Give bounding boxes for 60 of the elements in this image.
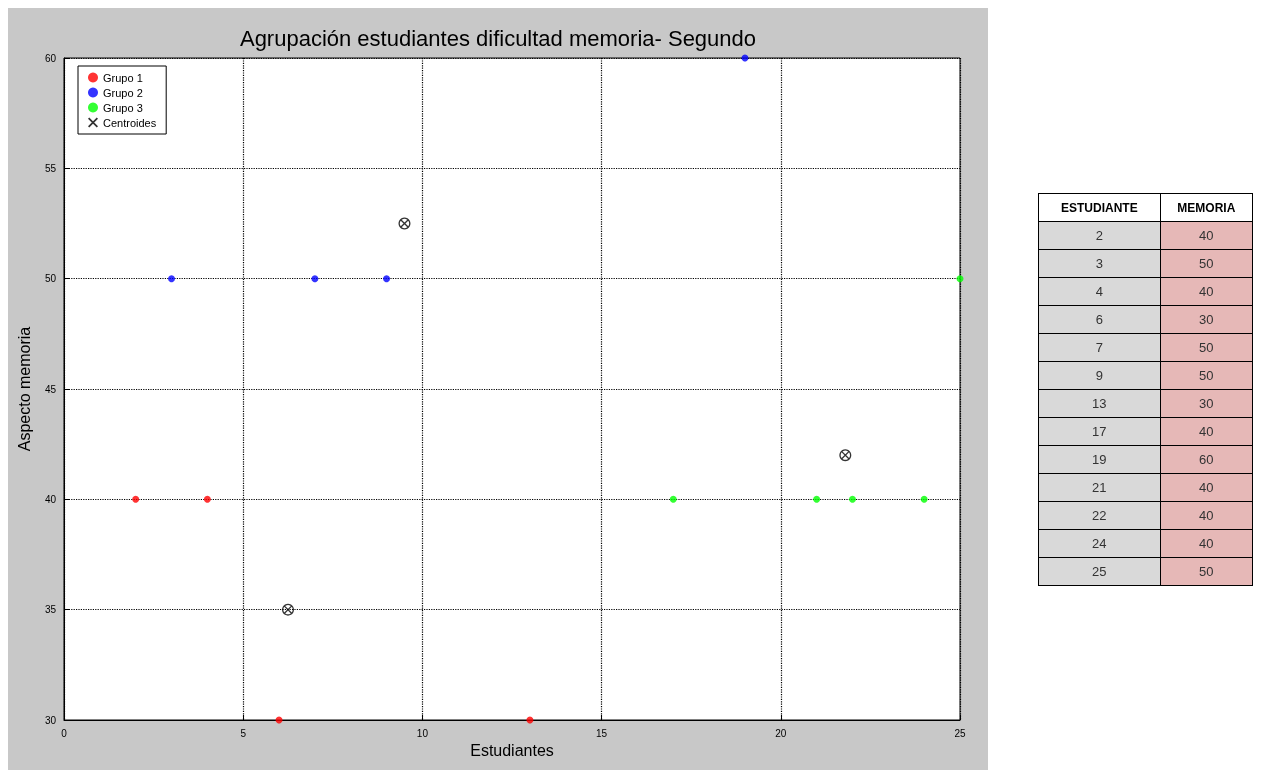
text: 13 xyxy=(1038,389,1161,418)
legend-label: Grupo 3 xyxy=(103,101,143,114)
text: 40 xyxy=(1160,473,1253,502)
x-tick-label: 20 xyxy=(775,727,787,739)
text: ESTUDIANTE xyxy=(1038,193,1161,222)
text: 40 xyxy=(1160,501,1253,530)
text: 60 xyxy=(1160,445,1253,474)
text: 2 xyxy=(1038,221,1161,250)
y-tick-label: 55 xyxy=(44,162,57,174)
text: 50 xyxy=(1160,361,1253,390)
legend-label: Grupo 2 xyxy=(103,86,143,99)
text: 19 xyxy=(1038,445,1161,474)
x-tick-label: 25 xyxy=(954,727,966,739)
point xyxy=(839,449,852,462)
point xyxy=(956,275,964,283)
y-tick-label: 45 xyxy=(44,383,57,395)
y-tick-label: 50 xyxy=(44,273,57,285)
point xyxy=(813,495,821,503)
point xyxy=(383,275,391,283)
chart-title: Agrupación estudiantes dificultad memoria- Segundo xyxy=(239,25,757,51)
legend-label: Grupo 1 xyxy=(103,71,143,84)
text: MEMORIA xyxy=(1160,193,1253,222)
text: 40 xyxy=(1160,417,1253,446)
x-tick-label: 5 xyxy=(240,727,247,739)
y-tick-label: 30 xyxy=(44,714,57,726)
text: 3 xyxy=(1038,249,1161,278)
point xyxy=(311,275,319,283)
text: 50 xyxy=(1160,557,1253,586)
x-tick-label: 10 xyxy=(416,727,429,739)
point xyxy=(282,603,294,616)
text: 30 xyxy=(1160,389,1253,418)
text: 40 xyxy=(1160,529,1253,558)
text: 4 xyxy=(1038,277,1161,306)
text: 9 xyxy=(1038,361,1161,390)
text: 17 xyxy=(1038,417,1161,446)
text: 30 xyxy=(1160,305,1253,334)
text: 40 xyxy=(1160,277,1253,306)
y-tick-label: 60 xyxy=(44,52,57,64)
text: 40 xyxy=(1160,221,1253,250)
y-axis-title: Aspecto memoria xyxy=(15,326,33,452)
point xyxy=(920,495,928,503)
point xyxy=(669,495,677,503)
text: 50 xyxy=(1160,249,1253,278)
point xyxy=(168,275,176,283)
x-axis-title: Estudiantes xyxy=(470,742,554,760)
point xyxy=(203,495,211,503)
text: 6 xyxy=(1038,305,1161,334)
legend-label: Centroides xyxy=(103,116,157,129)
point xyxy=(132,495,140,503)
text: 24 xyxy=(1038,529,1161,558)
y-tick-label: 40 xyxy=(44,493,57,505)
y-tick-label: 35 xyxy=(44,604,57,616)
point xyxy=(848,495,856,503)
text: 25 xyxy=(1038,557,1161,586)
x-tick-label: 15 xyxy=(596,727,608,739)
x-tick-label: 0 xyxy=(61,727,68,739)
text: 21 xyxy=(1038,473,1161,502)
text: 7 xyxy=(1038,333,1161,362)
text: 50 xyxy=(1160,333,1253,362)
text: 22 xyxy=(1038,501,1161,530)
